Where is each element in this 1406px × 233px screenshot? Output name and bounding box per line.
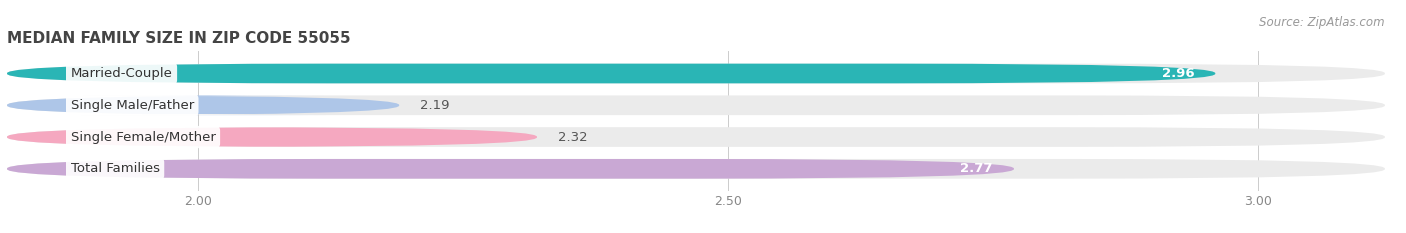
Text: Total Families: Total Families xyxy=(70,162,160,175)
Text: Single Male/Father: Single Male/Father xyxy=(70,99,194,112)
Text: Source: ZipAtlas.com: Source: ZipAtlas.com xyxy=(1260,16,1385,29)
FancyBboxPatch shape xyxy=(7,127,537,147)
Text: 2.19: 2.19 xyxy=(420,99,450,112)
Text: 2.32: 2.32 xyxy=(558,130,588,144)
Text: Married-Couple: Married-Couple xyxy=(70,67,173,80)
Text: Single Female/Mother: Single Female/Mother xyxy=(70,130,215,144)
Text: 2.96: 2.96 xyxy=(1161,67,1194,80)
FancyBboxPatch shape xyxy=(7,64,1215,83)
FancyBboxPatch shape xyxy=(7,127,1385,147)
FancyBboxPatch shape xyxy=(7,159,1385,179)
Text: MEDIAN FAMILY SIZE IN ZIP CODE 55055: MEDIAN FAMILY SIZE IN ZIP CODE 55055 xyxy=(7,31,350,46)
FancyBboxPatch shape xyxy=(7,96,399,115)
FancyBboxPatch shape xyxy=(7,159,1014,179)
FancyBboxPatch shape xyxy=(7,64,1385,83)
Text: 2.77: 2.77 xyxy=(960,162,993,175)
FancyBboxPatch shape xyxy=(7,96,1385,115)
